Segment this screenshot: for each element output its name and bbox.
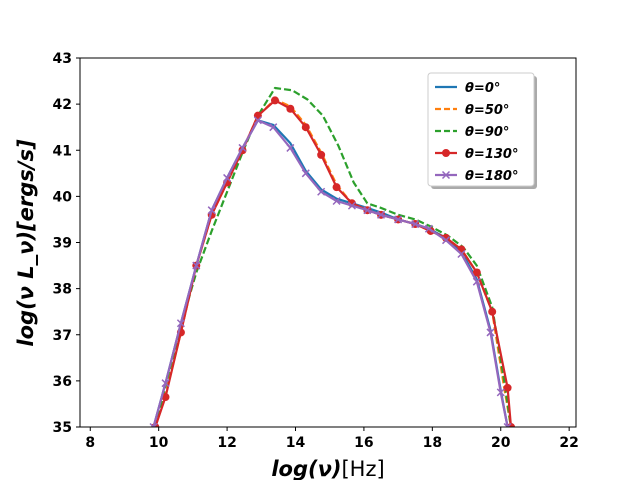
- x-tick-label: 16: [354, 435, 373, 451]
- x-tick-label: 18: [423, 435, 442, 451]
- x-axis: 8 10 12 14 16 18 20 22: [85, 427, 579, 451]
- data-point: [347, 201, 356, 210]
- y-tick-label: 37: [53, 328, 72, 344]
- data-point: [161, 393, 170, 402]
- data-point: [223, 173, 232, 182]
- x-axis-label-main: log(ν): [271, 457, 341, 480]
- x-axis-label: log(ν)[Hz]: [271, 457, 384, 480]
- x-tick-label: 20: [491, 435, 511, 451]
- data-point: [411, 220, 420, 229]
- data-point: [472, 277, 481, 286]
- data-point: [441, 236, 451, 245]
- y-tick-label: 36: [53, 374, 72, 390]
- data-point: [503, 422, 512, 427]
- data-point: [376, 210, 386, 219]
- x-tick-label: 14: [286, 435, 306, 451]
- data-point: [149, 422, 158, 427]
- y-tick-label: 35: [53, 420, 72, 436]
- legend-label: θ=50°: [465, 103, 509, 118]
- data-point: [363, 206, 372, 215]
- data-point: [192, 261, 201, 270]
- data-point: [301, 123, 310, 132]
- data-point: [161, 379, 170, 388]
- legend-marker: [442, 149, 450, 157]
- data-point: [488, 307, 497, 316]
- legend-label: θ=180°: [465, 169, 518, 184]
- y-tick-label: 40: [53, 189, 73, 205]
- data-point: [317, 187, 326, 196]
- data-point: [394, 215, 403, 224]
- data-point: [496, 388, 505, 397]
- x-tick-label: 22: [559, 435, 578, 451]
- data-point: [503, 383, 512, 392]
- data-point: [317, 150, 326, 159]
- legend-label: θ=130°: [465, 147, 518, 162]
- data-point: [472, 268, 481, 277]
- data-point: [332, 183, 341, 192]
- y-tick-label: 38: [53, 282, 72, 298]
- legend-box: [427, 72, 535, 187]
- data-point: [424, 224, 433, 233]
- y-axis: 35 36 37 38 39 40 41 42 43: [53, 51, 80, 436]
- data-point: [286, 104, 295, 113]
- data-point: [332, 196, 341, 206]
- legend-label: θ=0°: [465, 81, 500, 96]
- data-point: [301, 169, 310, 178]
- y-tick-label: 42: [53, 97, 72, 113]
- data-point: [238, 143, 247, 152]
- y-tick-label: 41: [53, 143, 72, 159]
- y-tick-label: 39: [53, 236, 72, 252]
- legend: θ=0° θ=50° θ=90° θ=130° θ=180°: [427, 72, 537, 189]
- data-point: [270, 96, 279, 105]
- legend-marker: [441, 170, 451, 180]
- data-point: [176, 319, 185, 328]
- legend-items: θ=0° θ=50° θ=90° θ=130° θ=180°: [435, 81, 518, 184]
- data-point: [286, 143, 295, 152]
- legend-label: θ=90°: [465, 125, 509, 140]
- x-tick-label: 8: [85, 435, 95, 451]
- y-tick-label: 43: [53, 51, 72, 67]
- x-axis-label-unit: [Hz]: [341, 457, 384, 480]
- data-point: [486, 328, 495, 337]
- y-axis-label: log(ν L_ν)[ergs/s]: [14, 139, 38, 347]
- data-point: [269, 123, 278, 132]
- series-4: [149, 116, 512, 427]
- series-layer: [149, 86, 516, 427]
- data-point: [253, 116, 262, 125]
- x-tick-label: 12: [217, 435, 236, 451]
- data-point: [457, 250, 466, 259]
- data-point: [207, 206, 216, 215]
- x-tick-label: 10: [149, 435, 169, 451]
